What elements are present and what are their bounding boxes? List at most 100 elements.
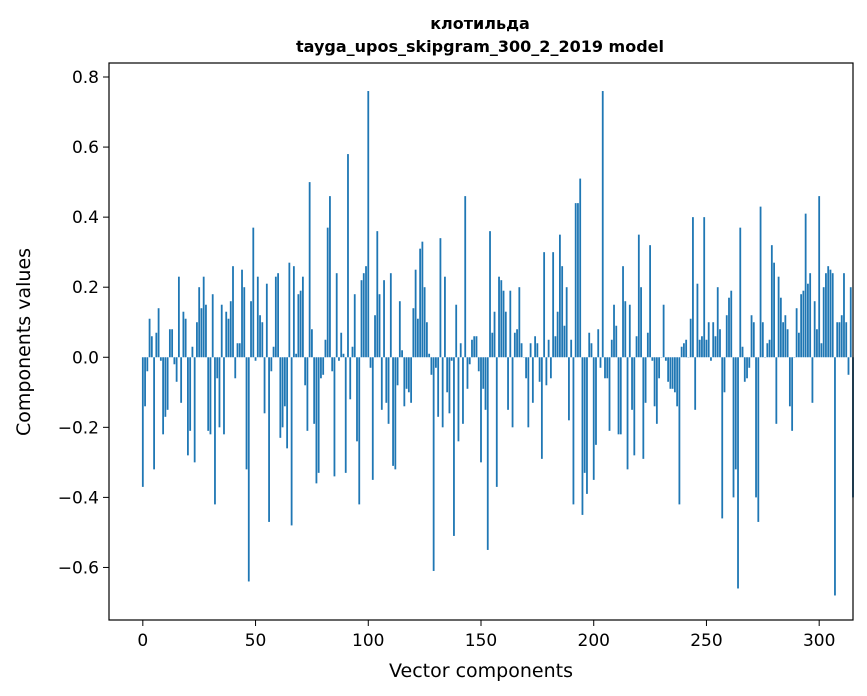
bar-103 [374,315,376,358]
bar-31 [211,294,214,358]
bar-8 [159,357,162,361]
bar-142 [462,357,464,424]
bar-170 [525,357,527,379]
bar-191 [572,357,575,505]
bar-102 [371,357,374,480]
bar-85 [333,357,336,477]
bar-62 [281,357,284,428]
bar-43 [238,343,241,358]
bar-66 [290,357,293,526]
bar-164 [511,357,514,428]
bar-227 [653,357,656,407]
bar-38 [227,318,230,358]
bar-200 [592,357,595,480]
bar-223 [644,357,647,403]
bar-225 [649,245,651,358]
bar-158 [498,276,500,358]
bar-238 [678,357,681,505]
bar-270 [750,315,753,358]
bar-141 [459,343,462,358]
bar-257 [721,357,724,519]
bar-151 [482,357,485,389]
bar-10 [164,357,167,417]
y-tick-label: −0.4 [58,488,99,508]
chart-title: клотильда [430,14,530,33]
bar-145 [468,357,471,365]
bar-313 [847,357,850,375]
bar-138 [453,357,455,536]
bar-74 [308,182,311,358]
bar-194 [579,178,582,358]
bar-94 [353,294,356,358]
bar-299 [816,329,818,358]
bar-228 [655,357,658,424]
x-tick-label: 300 [803,631,835,651]
bar-71 [301,276,304,358]
bar-251 [707,322,710,358]
bar-245 [694,357,697,410]
bar-15 [175,357,178,382]
bar-197 [586,357,588,494]
bar-110 [389,273,392,358]
bar-308 [836,322,839,358]
bar-104 [376,231,379,358]
bar-244 [692,217,694,358]
bar-184 [556,311,559,358]
bar-211 [617,357,620,435]
bar-140 [457,357,460,442]
y-tick-label: −0.6 [58,558,99,578]
bar-7 [157,308,160,358]
bar-128 [430,357,433,375]
bar-286 [786,329,789,358]
bars-group [141,91,854,596]
bar-1 [144,357,146,407]
bar-275 [761,322,764,358]
bar-235 [671,357,674,389]
bar-70 [299,290,302,358]
bar-305 [829,269,832,358]
bar-48 [250,301,252,358]
plot-frame [108,62,854,621]
bar-59 [274,276,277,358]
bar-56 [268,357,270,522]
bar-6 [155,332,158,358]
bar-72 [304,357,307,386]
bar-311 [843,273,845,358]
bar-212 [619,357,622,435]
bar-98 [362,273,365,358]
bar-226 [651,357,654,361]
bar-288 [791,357,794,431]
bar-84 [331,357,334,372]
bar-296 [809,273,812,358]
bar-114 [398,301,401,358]
bar-292 [800,294,803,358]
bar-281 [775,357,778,424]
bar-189 [568,357,570,421]
bar-279 [770,245,773,358]
bar-126 [425,322,428,358]
bar-77 [315,357,318,484]
bar-267 [743,357,746,382]
bar-27 [202,276,205,358]
bar-73 [306,357,309,431]
bar-174 [534,336,537,358]
bar-294 [804,213,807,358]
bar-147 [473,336,476,358]
bar-35 [220,304,223,358]
bar-41 [234,357,237,379]
bar-55 [265,283,268,358]
bar-306 [831,273,834,358]
bar-2 [146,357,149,372]
bar-93 [351,346,354,358]
bar-89 [342,353,345,358]
bar-171 [527,357,530,428]
bar-57 [270,357,273,372]
bar-283 [779,297,782,358]
bar-3 [148,318,151,358]
bar-97 [360,280,363,358]
bar-304 [827,266,830,358]
bar-182 [552,252,555,358]
bar-231 [662,304,665,358]
bar-239 [680,346,683,358]
